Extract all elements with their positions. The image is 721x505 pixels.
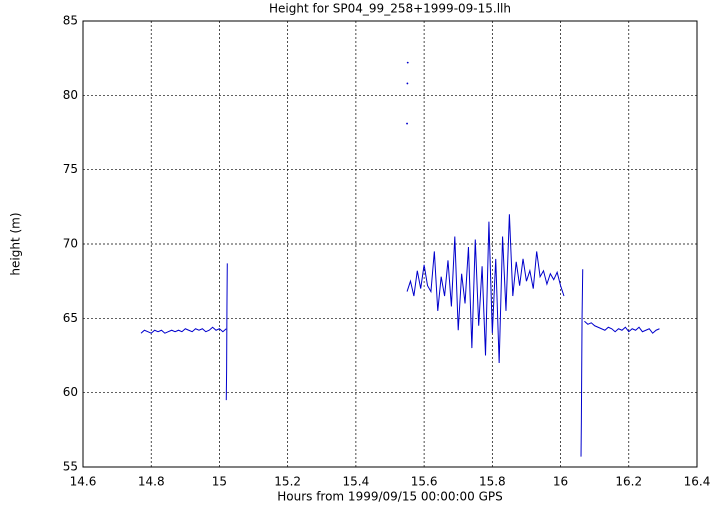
data-line [140, 326, 227, 334]
x-tick-label: 16 [553, 475, 568, 489]
x-tick-label: 15.6 [411, 475, 438, 489]
y-tick-label: 70 [63, 237, 78, 251]
data-line [225, 263, 228, 401]
data-point [406, 61, 409, 64]
x-tick-label: 16.2 [615, 475, 642, 489]
x-tick-label: 14.8 [138, 475, 165, 489]
y-tick-label: 65 [63, 311, 78, 325]
x-tick-label: 16.4 [684, 475, 711, 489]
x-tick-label: 15 [212, 475, 227, 489]
x-tick-label: 15.2 [274, 475, 301, 489]
data-line [580, 269, 584, 457]
x-tick-label: 15.8 [479, 475, 506, 489]
y-tick-label: 55 [63, 460, 78, 474]
y-tick-label: 85 [63, 14, 78, 28]
data-line [406, 214, 565, 363]
data-line [584, 320, 660, 334]
y-tick-label: 60 [63, 385, 78, 399]
chart-title: Height for SP04_99_258+1999-09-15.llh [269, 2, 511, 16]
x-tick-label: 14.6 [70, 475, 97, 489]
y-tick-label: 80 [63, 88, 78, 102]
data-point [406, 82, 409, 85]
x-tick-label: 15.4 [343, 475, 370, 489]
y-axis-label: height (m) [9, 212, 23, 275]
plot-frame [82, 20, 698, 468]
x-axis-label: Hours from 1999/09/15 00:00:00 GPS [277, 490, 503, 504]
y-tick-label: 75 [63, 162, 78, 176]
data-point [406, 122, 408, 125]
